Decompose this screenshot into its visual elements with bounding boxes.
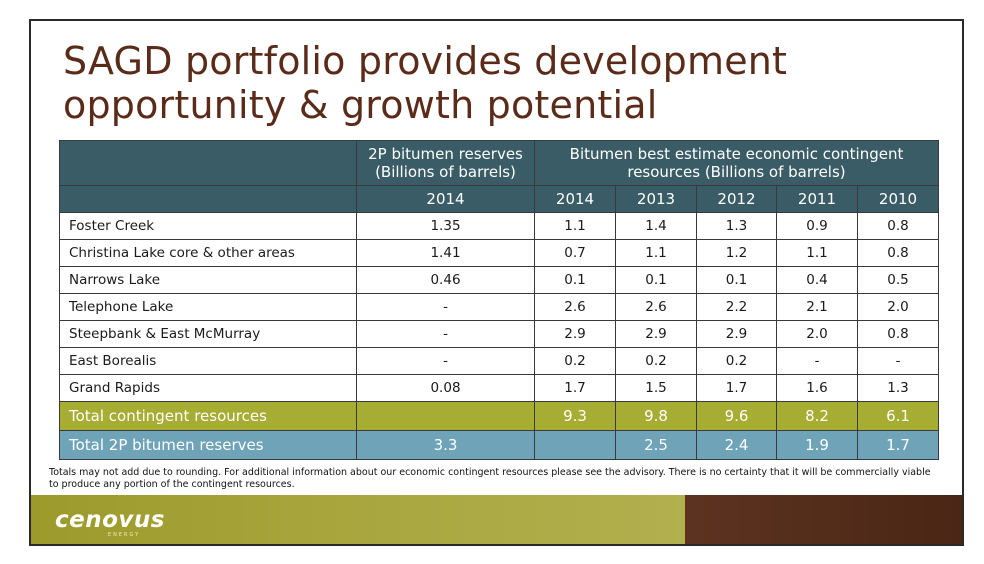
header-year: 2014 bbox=[534, 185, 616, 213]
contingent-cell: 9.6 bbox=[696, 401, 777, 431]
reserves-cell: 0.08 bbox=[356, 374, 535, 402]
contingent-cell: 1.5 bbox=[615, 374, 697, 402]
table-row: Christina Lake core & other areas 1.41 0… bbox=[59, 239, 940, 267]
contingent-cell: 1.1 bbox=[615, 239, 697, 267]
footnote: Totals may not add due to rounding. For … bbox=[49, 467, 931, 490]
contingent-cell: 9.3 bbox=[534, 401, 616, 431]
contingent-cell: 1.1 bbox=[776, 239, 858, 267]
contingent-cell: 1.3 bbox=[696, 212, 777, 240]
contingent-cell: 2.9 bbox=[534, 320, 616, 348]
contingent-cell: 2.0 bbox=[776, 320, 858, 348]
contingent-cell: 9.8 bbox=[615, 401, 697, 431]
contingent-cell: - bbox=[776, 347, 858, 375]
contingent-cell: 1.1 bbox=[534, 212, 616, 240]
title-line-2: opportunity & growth potential bbox=[63, 83, 658, 127]
contingent-cell: 0.8 bbox=[856, 320, 940, 348]
contingent-cell: - bbox=[856, 347, 940, 375]
reserves-cell: 0.46 bbox=[356, 266, 535, 294]
header-year: 2011 bbox=[776, 185, 858, 213]
header-row-years: 2014 2014 2013 2012 2011 2010 bbox=[59, 185, 940, 213]
row-label: Grand Rapids bbox=[59, 374, 357, 402]
contingent-cell bbox=[534, 430, 616, 460]
contingent-cell: 0.2 bbox=[696, 347, 777, 375]
contingent-cell: 1.4 bbox=[615, 212, 697, 240]
contingent-cell: 0.7 bbox=[534, 239, 616, 267]
total-contingent-label: Total contingent resources bbox=[59, 401, 357, 431]
total-2p-row: Total 2P bitumen reserves 3.3 2.5 2.4 1.… bbox=[59, 430, 940, 460]
reserves-cell: - bbox=[356, 347, 535, 375]
row-label: Narrows Lake bbox=[59, 266, 357, 294]
contingent-cell: 2.5 bbox=[615, 430, 697, 460]
reserves-cell: 1.35 bbox=[356, 212, 535, 240]
table-row: Telephone Lake - 2.6 2.6 2.2 2.1 2.0 bbox=[59, 293, 940, 321]
row-label: Christina Lake core & other areas bbox=[59, 239, 357, 267]
contingent-cell: 0.9 bbox=[776, 212, 858, 240]
row-label: Foster Creek bbox=[59, 212, 357, 240]
table-row: Grand Rapids 0.08 1.7 1.5 1.7 1.6 1.3 bbox=[59, 374, 940, 402]
row-label: Telephone Lake bbox=[59, 293, 357, 321]
cenovus-logo: cenovus bbox=[55, 507, 165, 533]
contingent-cell: 0.1 bbox=[615, 266, 697, 294]
resources-table: 2P bitumen reserves (Billions of barrels… bbox=[59, 140, 940, 460]
header-blank bbox=[59, 140, 357, 186]
contingent-cell: 0.2 bbox=[534, 347, 616, 375]
header-contingent-group: Bitumen best estimate economic contingen… bbox=[533, 140, 940, 186]
contingent-cell: 0.5 bbox=[856, 266, 940, 294]
slide-title: SAGD portfolio provides development oppo… bbox=[63, 39, 923, 127]
row-label: East Borealis bbox=[59, 347, 357, 375]
slide: SAGD portfolio provides development oppo… bbox=[29, 19, 964, 546]
contingent-cell: 0.2 bbox=[615, 347, 697, 375]
contingent-cell: 6.1 bbox=[856, 401, 940, 431]
contingent-cell: 0.1 bbox=[534, 266, 616, 294]
header-year: 2013 bbox=[615, 185, 697, 213]
contingent-cell: 1.7 bbox=[856, 430, 940, 460]
contingent-cell: 1.3 bbox=[856, 374, 940, 402]
contingent-cell: 0.4 bbox=[776, 266, 858, 294]
header-year: 2012 bbox=[696, 185, 777, 213]
total-contingent-row: Total contingent resources 9.3 9.8 9.6 8… bbox=[59, 401, 940, 431]
table-row: Foster Creek 1.35 1.1 1.4 1.3 0.9 0.8 bbox=[59, 212, 940, 240]
header-year: 2010 bbox=[856, 185, 940, 213]
reserves-cell: - bbox=[356, 293, 535, 321]
contingent-cell: 1.6 bbox=[776, 374, 858, 402]
contingent-cell: 2.6 bbox=[534, 293, 616, 321]
table-row: Steepbank & East McMurray - 2.9 2.9 2.9 … bbox=[59, 320, 940, 348]
contingent-cell: 0.8 bbox=[856, 212, 940, 240]
contingent-cell: 2.2 bbox=[696, 293, 777, 321]
title-line-1: SAGD portfolio provides development bbox=[63, 39, 788, 83]
header-blank-2 bbox=[59, 185, 357, 213]
reserves-cell: 3.3 bbox=[356, 430, 535, 460]
contingent-cell: 2.9 bbox=[615, 320, 697, 348]
header-row-groups: 2P bitumen reserves (Billions of barrels… bbox=[59, 140, 940, 186]
contingent-cell: 2.9 bbox=[696, 320, 777, 348]
contingent-cell: 1.7 bbox=[696, 374, 777, 402]
contingent-cell: 2.0 bbox=[856, 293, 940, 321]
contingent-cell: 1.2 bbox=[696, 239, 777, 267]
contingent-cell: 2.6 bbox=[615, 293, 697, 321]
contingent-cell: 1.9 bbox=[776, 430, 858, 460]
reserves-cell: 1.41 bbox=[356, 239, 535, 267]
cenovus-logo-subtitle: ENERGY bbox=[108, 532, 141, 538]
contingent-cell: 2.1 bbox=[776, 293, 858, 321]
row-label: Steepbank & East McMurray bbox=[59, 320, 357, 348]
total-2p-label: Total 2P bitumen reserves bbox=[59, 430, 357, 460]
contingent-cell: 1.7 bbox=[534, 374, 616, 402]
footer-green-band: cenovus ENERGY bbox=[31, 495, 685, 544]
contingent-cell: 0.8 bbox=[856, 239, 940, 267]
contingent-cell: 2.4 bbox=[696, 430, 777, 460]
footer-brown-band bbox=[685, 495, 962, 544]
contingent-cell: 0.1 bbox=[696, 266, 777, 294]
contingent-cell: 8.2 bbox=[776, 401, 858, 431]
reserves-cell: - bbox=[356, 320, 535, 348]
header-reserves-year: 2014 bbox=[356, 185, 535, 213]
footer-bar: cenovus ENERGY bbox=[31, 495, 962, 544]
table-row: East Borealis - 0.2 0.2 0.2 - - bbox=[59, 347, 940, 375]
table-row: Narrows Lake 0.46 0.1 0.1 0.1 0.4 0.5 bbox=[59, 266, 940, 294]
reserves-cell bbox=[356, 401, 535, 431]
header-reserves-group: 2P bitumen reserves (Billions of barrels… bbox=[356, 140, 535, 186]
